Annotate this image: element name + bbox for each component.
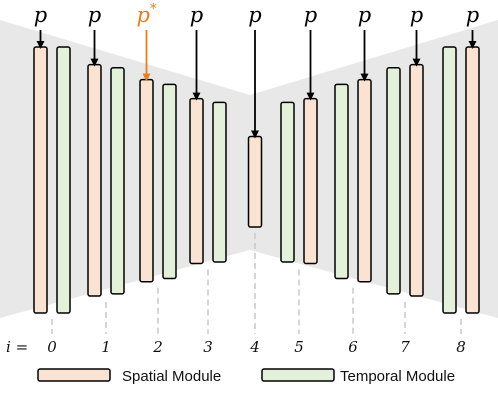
prompt-label-0: p [34,3,47,27]
prompt-label-5: p [304,3,317,27]
prompt-label-highlight: p* [137,2,157,27]
prompt-label-8: p [466,3,479,27]
spatial-module-bar-0 [33,46,48,314]
index-value-4: 4 [249,338,260,356]
index-value-0: 0 [47,338,57,356]
prompt-label-7: p [410,3,423,27]
spatial-module-bar-6 [357,78,372,283]
legend: Spatial Module Temporal Module [37,368,455,385]
index-value-2: 2 [152,338,163,356]
spatial-module-bar-2 [139,78,154,283]
index-value-1: 1 [101,338,111,356]
temporal-module-bar-7 [386,67,401,295]
temporal-module-bar-5 [280,101,295,263]
temporal-module-bar-3 [212,101,227,263]
legend-spatial-label: Spatial Module [122,368,221,385]
prompt-labels: p p p* p p p p p p [34,2,479,27]
prompt-label-1: p [88,3,101,27]
prompt-label-superscript: * [150,2,157,17]
spatial-module-bar-1 [87,63,102,297]
temporal-module-bar-1 [110,67,125,295]
spatial-module-bar-4 [247,135,263,228]
index-value-7: 7 [400,338,410,356]
prompt-label-3: p [190,3,203,27]
prompt-label-4: p [248,3,261,27]
spatial-module-bar-8 [465,46,480,314]
index-label: i = [6,338,28,356]
temporal-module-bar-8 [442,46,457,314]
spatial-module-bar-3 [189,97,204,265]
temporal-module-bar-6 [334,83,349,280]
prompt-label-6: p [358,3,371,27]
module-bars [33,46,480,314]
index-row: i = 0 1 2 3 4 5 6 7 8 [6,338,466,356]
index-value-5: 5 [294,338,304,356]
spatial-module-bar-7 [409,63,424,297]
legend-temporal-label: Temporal Module [340,368,455,385]
spatial-module-bar-5 [303,97,318,265]
index-value-3: 3 [203,338,213,356]
index-value-8: 8 [456,338,466,356]
temporal-module-bar-2 [162,83,177,280]
legend-spatial-swatch [37,368,111,382]
index-value-6: 6 [348,338,358,356]
dashed-guides [51,233,462,334]
temporal-module-bar-0 [56,46,71,314]
prompt-arrows [36,30,477,139]
legend-temporal-swatch [261,368,335,382]
